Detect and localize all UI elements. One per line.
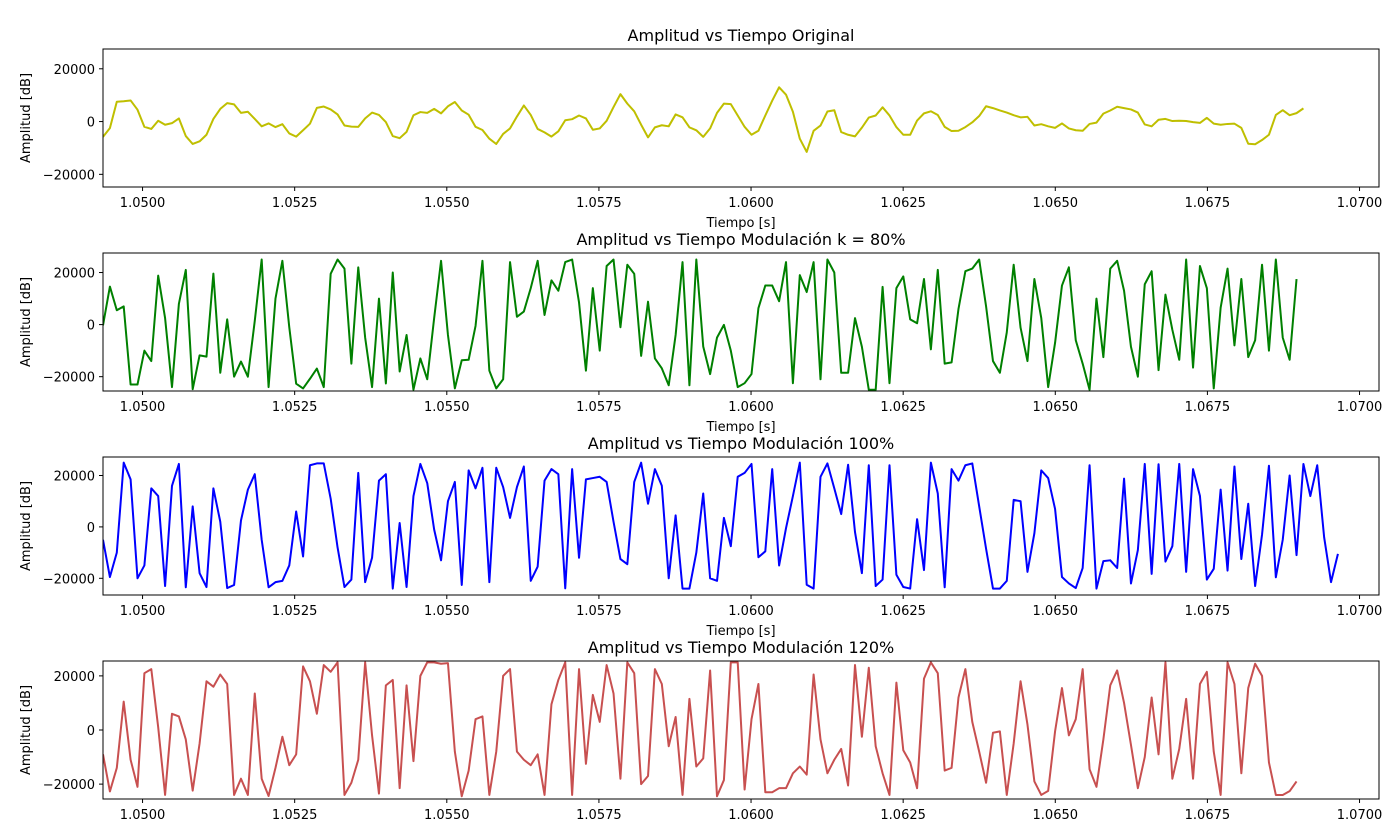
x-tick-label: 1.0650 (1033, 808, 1079, 821)
axes-frame (102, 456, 1380, 596)
chart-title: Amplitud vs Tiempo Modulación 100% (588, 434, 894, 453)
chart-title: Amplitud vs Tiempo Modulación 120% (588, 638, 894, 657)
x-tick-label: 1.0600 (728, 604, 774, 619)
axes-frame (102, 252, 1380, 392)
x-tick-label: 1.0600 (728, 196, 774, 211)
x-tick-label: 1.0500 (120, 400, 166, 415)
x-tick-label: 1.0550 (424, 604, 470, 619)
x-tick-label: 1.0675 (1185, 400, 1231, 415)
chart-title: Amplitud vs Tiempo Original (628, 26, 855, 45)
x-tick-label: 1.0600 (728, 400, 774, 415)
subplot-3: 1.0500 1.0525 1.0550 1.0575 1.0600 1.0625 1.06… (19, 434, 1382, 639)
y-axis-label: Amplitud [dB] (19, 73, 34, 163)
subplot-2: 1.0500 1.0525 1.0550 1.0575 1.0600 1.0625 1.06… (19, 230, 1382, 435)
x-tick-label: 1.0700 (1337, 604, 1383, 619)
x-tick-label: 1.0525 (272, 808, 318, 821)
series-line (103, 461, 1339, 590)
x-tick-label: 1.0675 (1185, 604, 1231, 619)
y-tick-label: −20000 (43, 168, 95, 183)
x-tick-label: 1.0650 (1033, 400, 1079, 415)
y-axis-label: Amplitud [dB] (19, 481, 34, 571)
x-tick-label: 1.0600 (728, 808, 774, 821)
y-tick-label: 20000 (54, 63, 95, 78)
x-tick-label: 1.0575 (576, 400, 622, 415)
x-axis-label: Tiempo [s] (705, 420, 775, 435)
x-tick-label: 1.0700 (1337, 196, 1383, 211)
x-tick-label: 1.0575 (576, 808, 622, 821)
x-axis-label: Tiempo [s] (705, 216, 775, 231)
x-tick-label: 1.0500 (120, 604, 166, 619)
y-tick-label: 20000 (54, 267, 95, 282)
y-tick-label: 20000 (54, 670, 95, 685)
x-tick-label: 1.0550 (424, 400, 470, 415)
y-tick-label: 0 (87, 521, 95, 536)
x-tick-label: 1.0550 (424, 808, 470, 821)
x-tick-label: 1.0625 (880, 808, 926, 821)
y-tick-label: 0 (87, 319, 95, 334)
subplot-1: 1.0500 1.0525 1.0550 1.0575 1.0600 1.0625 1.06… (19, 26, 1382, 231)
x-tick-label: 1.0625 (880, 604, 926, 619)
x-tick-label: 1.0700 (1337, 400, 1383, 415)
y-tick-label: 0 (87, 724, 95, 739)
x-axis-label: Tiempo [s] (705, 624, 775, 639)
series-line (103, 86, 1304, 153)
chart-title: Amplitud vs Tiempo Modulación k = 80% (576, 230, 905, 249)
y-axis-label: Amplitud [dB] (19, 277, 34, 367)
x-tick-label: 1.0500 (120, 808, 166, 821)
y-tick-label: −20000 (43, 371, 95, 386)
x-tick-label: 1.0625 (880, 196, 926, 211)
y-axis-label: Amplitud [dB] (19, 685, 34, 775)
x-tick-label: 1.0525 (272, 604, 318, 619)
y-tick-label: 0 (87, 116, 95, 131)
y-tick-label: 20000 (54, 470, 95, 485)
x-tick-label: 1.0575 (576, 604, 622, 619)
axes-frame (102, 48, 1380, 188)
subplot-4: 1.0500 1.0525 1.0550 1.0575 1.0600 1.0625 1.06… (19, 638, 1382, 821)
y-tick-label: −20000 (43, 572, 95, 587)
x-tick-label: 1.0550 (424, 196, 470, 211)
series-line (103, 258, 1298, 391)
x-tick-label: 1.0575 (576, 196, 622, 211)
x-tick-label: 1.0700 (1337, 808, 1383, 821)
x-tick-label: 1.0675 (1185, 196, 1231, 211)
x-tick-label: 1.0525 (272, 196, 318, 211)
x-tick-label: 1.0625 (880, 400, 926, 415)
x-tick-label: 1.0525 (272, 400, 318, 415)
y-tick-label: −20000 (43, 778, 95, 793)
series-line (103, 661, 1298, 798)
x-tick-label: 1.0675 (1185, 808, 1231, 821)
x-tick-label: 1.0500 (120, 196, 166, 211)
x-tick-label: 1.0650 (1033, 196, 1079, 211)
x-tick-label: 1.0650 (1033, 604, 1079, 619)
